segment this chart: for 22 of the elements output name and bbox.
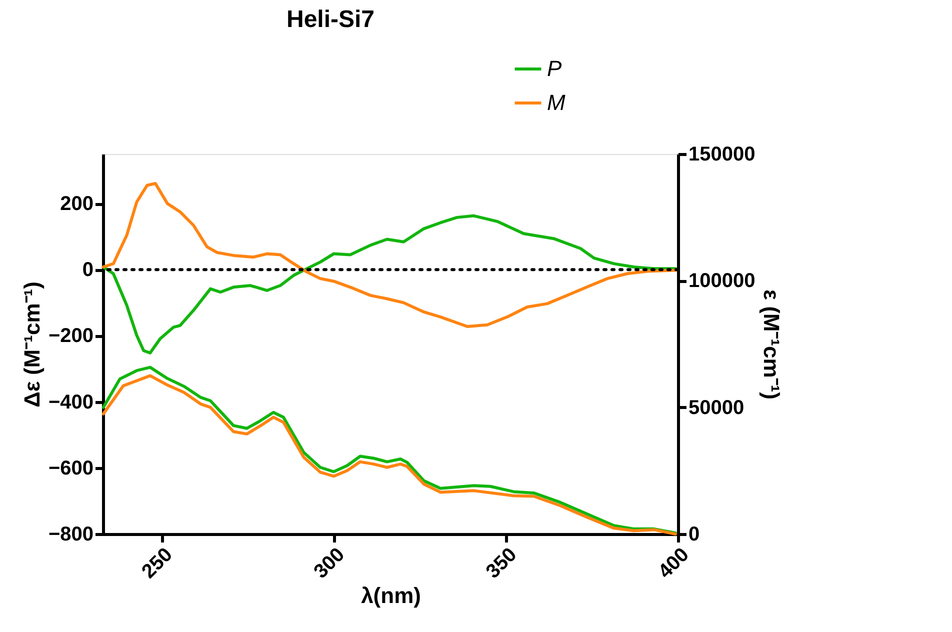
y2-axis-title: ε (M⁻¹cm⁻¹) xyxy=(759,290,784,400)
y-axis-title: Δε (M⁻¹cm⁻¹) xyxy=(19,282,44,408)
y-tick-label: 0 xyxy=(82,259,94,282)
legend-label: M xyxy=(547,90,566,115)
y2-tick-label: 50000 xyxy=(688,396,744,419)
x-tick-label: 400 xyxy=(654,544,694,583)
y2-tick-label: 100000 xyxy=(688,270,756,292)
x-tick-label: 250 xyxy=(138,544,177,583)
line-series xyxy=(102,182,678,328)
y-tick-label: −600 xyxy=(48,457,94,480)
y2-tick-label: 0 xyxy=(688,524,700,546)
x-axis-title: λ(nm) xyxy=(361,583,421,608)
y-tick-label: −800 xyxy=(48,524,94,546)
y2-tick-label: 150000 xyxy=(688,144,756,166)
y-tick-label: −400 xyxy=(48,391,94,414)
x-tick-label: 350 xyxy=(482,544,522,583)
legend-label: P xyxy=(547,56,562,81)
x-tick-label: 300 xyxy=(310,544,350,583)
chart-title: Heli-Si7 xyxy=(286,6,375,33)
y-tick-label: −200 xyxy=(48,325,94,348)
line-series xyxy=(102,214,678,354)
y-tick-label: 200 xyxy=(60,193,94,216)
